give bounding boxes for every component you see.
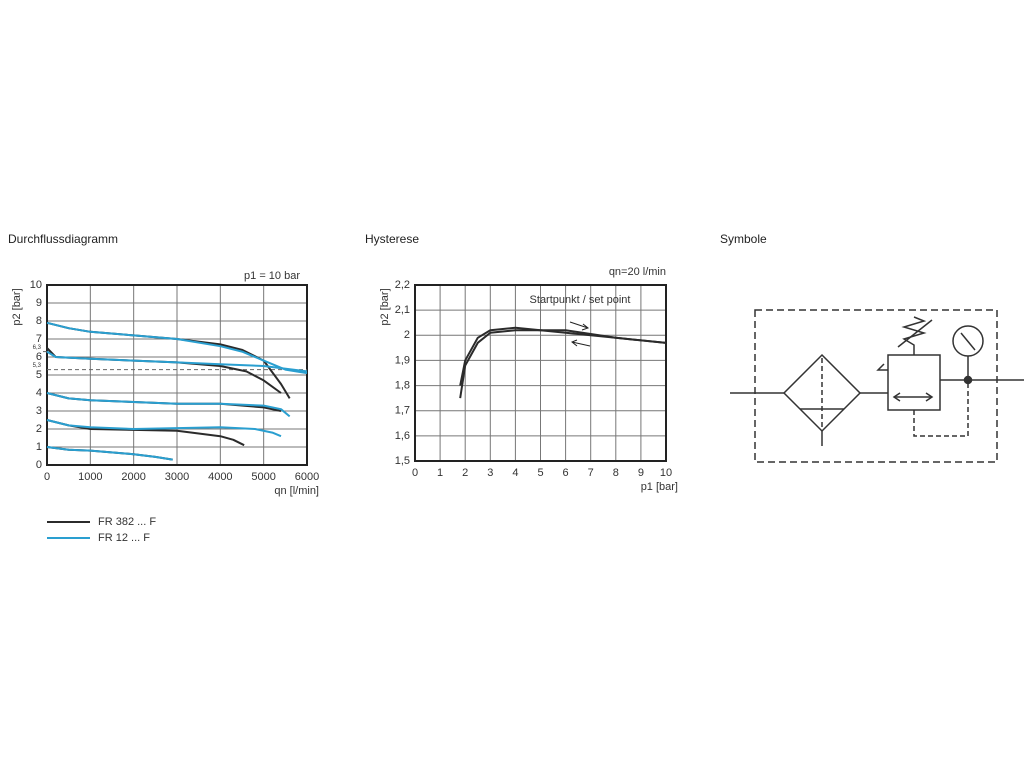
series-line xyxy=(46,350,308,373)
adjust-arrow xyxy=(897,319,933,348)
x-tick-label: 4 xyxy=(512,467,518,479)
y-tick-label: 9 xyxy=(36,297,42,309)
reference-label: 6,3 xyxy=(33,345,42,351)
series-line xyxy=(46,446,173,461)
y-tick-label: 6 xyxy=(36,351,42,363)
x-tick-label: 6000 xyxy=(295,471,319,483)
annotation: p1 = 10 bar xyxy=(244,270,300,282)
gauge-needle xyxy=(960,332,976,351)
y-tick-label: 7 xyxy=(36,333,42,345)
arrow-head xyxy=(892,392,901,402)
note-arrow xyxy=(569,321,591,347)
x-tick-label: 5000 xyxy=(251,471,275,483)
junction xyxy=(963,375,973,385)
y-tick-label: 8 xyxy=(36,315,42,327)
x-tick-label: 1 xyxy=(437,467,443,479)
x-axis-label: qn [l/min] xyxy=(274,485,319,497)
reference-label: 5,3 xyxy=(33,363,42,369)
legend-label: FR 382 ... F xyxy=(98,516,156,528)
y-tick-label: 1 xyxy=(36,441,42,453)
symbol-diagram xyxy=(730,309,1024,463)
x-tick-label: 9 xyxy=(638,467,644,479)
spring xyxy=(901,316,927,355)
series-line xyxy=(46,419,245,447)
y-tick-label: 1,5 xyxy=(395,455,410,467)
y-axis-label: p2 [bar] xyxy=(11,288,23,325)
x-axis-label: p1 [bar] xyxy=(641,481,678,493)
series-line xyxy=(46,321,308,375)
housing-outline xyxy=(754,309,998,463)
arrow-head xyxy=(925,392,934,402)
chart-title: Durchflussdiagramm xyxy=(8,232,118,246)
x-tick-label: 3 xyxy=(487,467,493,479)
series-line xyxy=(46,321,291,399)
x-tick-label: 4000 xyxy=(208,471,232,483)
series-line xyxy=(46,347,282,394)
regulator-symbol xyxy=(887,354,941,411)
x-tick-label: 6 xyxy=(563,467,569,479)
x-tick-label: 0 xyxy=(44,471,50,483)
y-tick-label: 4 xyxy=(36,387,42,399)
x-tick-label: 0 xyxy=(412,467,418,479)
y-tick-label: 1,8 xyxy=(395,379,410,391)
x-tick-label: 7 xyxy=(588,467,594,479)
y-tick-label: 5 xyxy=(36,369,42,381)
y-tick-label: 0 xyxy=(36,459,42,471)
y-tick-label: 10 xyxy=(30,279,42,291)
y-tick-label: 1,7 xyxy=(395,405,410,417)
gauge xyxy=(952,325,984,357)
y-tick-label: 1,9 xyxy=(395,354,410,366)
plot-frame xyxy=(46,284,308,466)
series-line xyxy=(459,326,667,386)
series-line xyxy=(46,392,291,418)
x-tick-label: 8 xyxy=(613,467,619,479)
y-axis-label: p2 [bar] xyxy=(379,288,391,325)
plot-frame xyxy=(414,284,667,462)
series-line xyxy=(46,419,282,438)
chart-title: Hysterese xyxy=(365,232,419,246)
legend-label: FR 12 ... F xyxy=(98,532,150,544)
y-tick-label: 2,1 xyxy=(395,304,410,316)
y-tick-label: 1,6 xyxy=(395,430,410,442)
x-tick-label: 1000 xyxy=(78,471,102,483)
y-tick-label: 2 xyxy=(404,329,410,341)
x-tick-label: 2000 xyxy=(121,471,145,483)
x-tick-label: 5 xyxy=(537,467,543,479)
x-tick-label: 2 xyxy=(462,467,468,479)
y-tick-label: 2 xyxy=(36,423,42,435)
note: Startpunkt / set point xyxy=(530,294,631,306)
x-tick-label: 10 xyxy=(660,467,672,479)
symbol-title: Symbole xyxy=(720,232,767,246)
x-tick-label: 3000 xyxy=(165,471,189,483)
annotation: qn=20 l/min xyxy=(609,266,666,278)
pilot xyxy=(876,363,888,371)
pilot-line xyxy=(913,380,969,437)
series-line xyxy=(46,392,282,412)
y-tick-label: 3 xyxy=(36,405,42,417)
y-tick-label: 2,2 xyxy=(395,279,410,291)
